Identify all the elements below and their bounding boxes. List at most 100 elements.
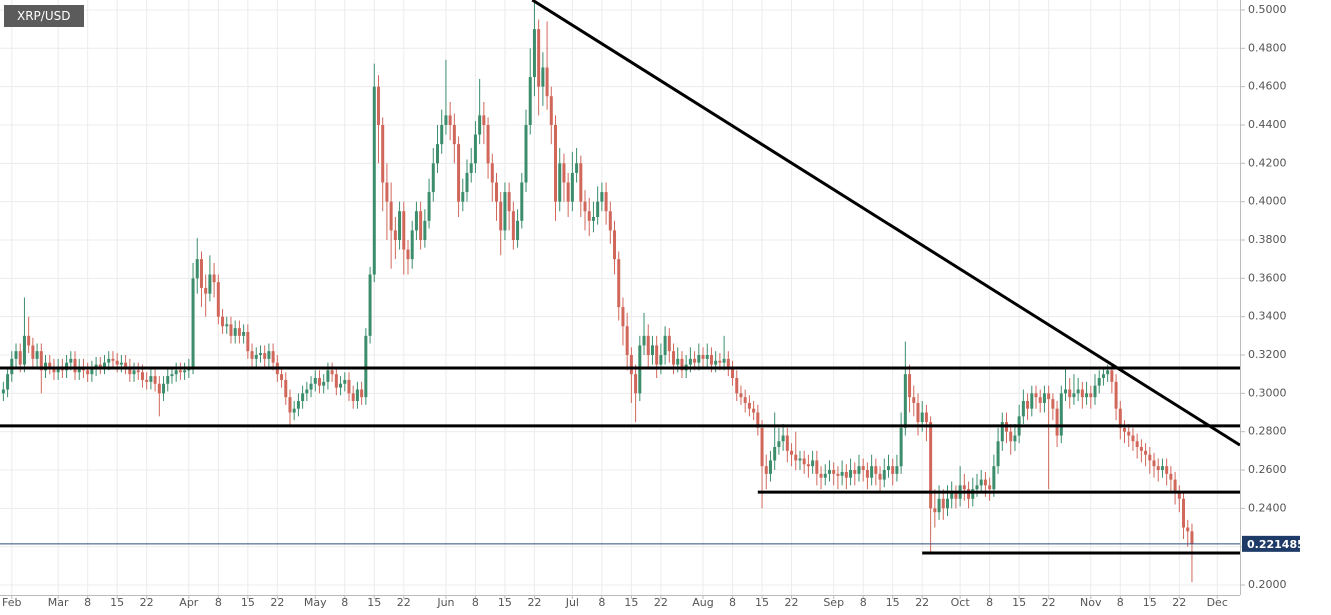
x-tick-label: 15: [241, 596, 255, 609]
candle-body: [271, 351, 275, 363]
candle-body: [499, 201, 503, 231]
candle-body: [18, 351, 22, 365]
candle-body: [1055, 408, 1059, 436]
candle-body: [305, 389, 309, 394]
candle-body: [849, 470, 853, 478]
title-box: [4, 5, 84, 27]
candle-body: [461, 192, 465, 202]
candle-body: [882, 470, 886, 480]
candle-body: [655, 345, 659, 365]
candle-body: [212, 274, 216, 283]
candle-body: [486, 124, 490, 164]
candle-body: [1135, 441, 1139, 448]
candle-body: [39, 351, 43, 371]
candle-body: [979, 479, 983, 486]
candle-body: [1123, 427, 1127, 432]
candle-body: [756, 412, 760, 428]
candle-body: [545, 67, 549, 97]
candle-body: [962, 485, 966, 490]
candle-body: [667, 335, 671, 352]
candle-body: [288, 397, 292, 413]
x-tick-label: Sep: [823, 596, 844, 609]
candle-body: [98, 364, 102, 367]
candle-body: [908, 374, 912, 398]
candle-body: [646, 335, 650, 356]
candle-body: [621, 307, 625, 327]
x-tick-label: 15: [1143, 596, 1157, 609]
candle-body: [419, 211, 423, 240]
candle-body: [414, 211, 418, 231]
candle-body: [313, 378, 317, 384]
x-tick-label: May: [304, 596, 327, 609]
candle-body: [170, 374, 174, 377]
candle-body: [722, 358, 726, 363]
candle-body: [398, 211, 402, 240]
y-tick-label: 0.4600: [1248, 80, 1287, 93]
candle-body: [1013, 435, 1017, 442]
candle-body: [347, 379, 351, 394]
candle-body: [263, 353, 267, 359]
x-tick-label: 15: [624, 596, 638, 609]
candle-body: [996, 441, 1000, 467]
candle-body: [870, 466, 874, 478]
x-tick-label: Nov: [1080, 596, 1102, 609]
candle-body: [865, 470, 869, 478]
candle-body: [832, 470, 836, 474]
candle-body: [718, 360, 722, 363]
candle-body: [1139, 447, 1143, 451]
candle-body: [1030, 393, 1034, 409]
candle-body: [566, 182, 570, 202]
candle-body: [688, 358, 692, 365]
candle-body: [351, 393, 355, 402]
candle-body: [10, 358, 14, 375]
candle-body: [103, 362, 107, 367]
candle-body: [680, 358, 684, 371]
candle-body: [402, 211, 406, 250]
x-tick-label: Dec: [1207, 596, 1228, 609]
candle-body: [554, 124, 558, 202]
candle-body: [250, 351, 254, 359]
candle-body: [992, 466, 996, 490]
candle-body: [1068, 389, 1072, 398]
candle-body: [1047, 393, 1051, 400]
candle-body: [823, 473, 827, 478]
candle-body: [785, 435, 789, 451]
x-tick-label: 15: [367, 596, 381, 609]
candle-body: [1097, 378, 1101, 386]
candle-body: [528, 77, 532, 125]
candle-body: [119, 362, 123, 365]
candle-body: [676, 358, 680, 365]
candle-body: [1186, 527, 1190, 532]
candle-body: [1101, 374, 1105, 379]
candle-body: [777, 441, 781, 448]
candle-body: [490, 163, 494, 183]
x-tick-label: Feb: [2, 596, 21, 609]
candle-body: [322, 381, 326, 386]
x-tick-label: 22: [654, 596, 668, 609]
candle-body: [495, 182, 499, 202]
candle-body: [794, 454, 798, 461]
candle-body: [600, 192, 604, 202]
candle-body: [933, 508, 937, 513]
candle-body: [714, 360, 718, 365]
x-tick-label: 8: [84, 596, 91, 609]
candle-body: [482, 115, 486, 125]
candle-body: [583, 201, 587, 212]
candle-body: [111, 358, 115, 361]
candle-body: [330, 370, 334, 375]
candle-body: [65, 362, 69, 371]
x-tick-label: 8: [729, 596, 736, 609]
candle-body: [672, 351, 676, 365]
x-tick-label: 22: [397, 596, 411, 609]
candle-body: [1076, 389, 1080, 394]
candle-body: [360, 389, 364, 398]
candle-body: [617, 259, 621, 308]
candle-body: [410, 230, 414, 260]
candle-body: [613, 230, 617, 260]
candle-body: [815, 460, 819, 474]
candle-body: [1131, 435, 1135, 442]
candle-body: [1051, 399, 1055, 409]
x-tick-label: 8: [215, 596, 222, 609]
candle-body: [216, 282, 220, 317]
y-tick-label: 0.4200: [1248, 156, 1287, 169]
